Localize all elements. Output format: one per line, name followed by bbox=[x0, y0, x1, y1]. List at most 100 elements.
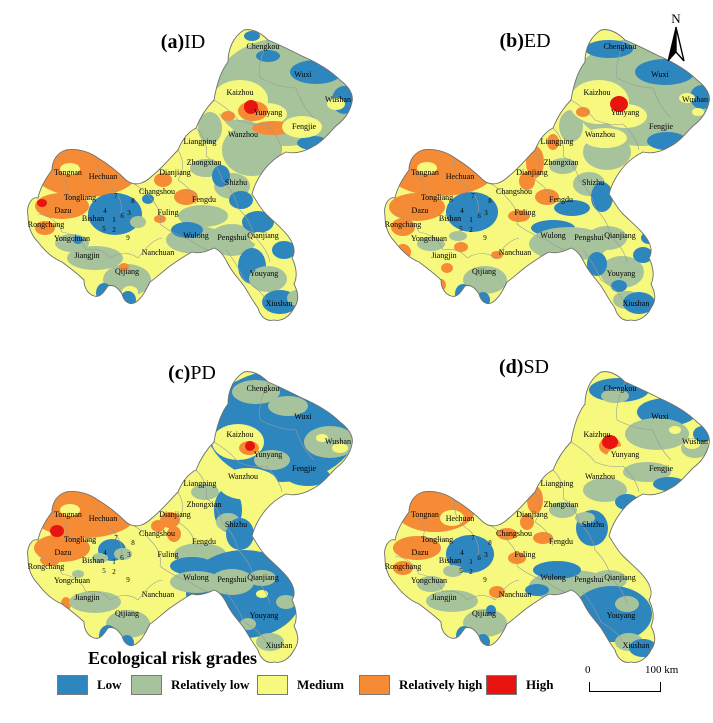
district-label-shizhu: Shizhu bbox=[582, 520, 604, 529]
panel-title-b: (b)ED bbox=[499, 30, 550, 52]
risk-patch bbox=[393, 561, 413, 575]
district-boundary bbox=[394, 555, 420, 575]
district-label-dazu: Dazu bbox=[55, 548, 72, 557]
district-boundary bbox=[408, 511, 425, 539]
district-number-label: 8 bbox=[131, 197, 135, 205]
district-label-zhongxian: Zhongxian bbox=[544, 158, 579, 167]
district-boundary bbox=[259, 77, 297, 89]
district-label-chengkou: Chengkou bbox=[604, 42, 637, 51]
district-label-xiushan: Xiushan bbox=[623, 641, 650, 650]
district-label-fuling: Fuling bbox=[515, 208, 536, 217]
district-label-hechuan: Hechuan bbox=[89, 514, 117, 523]
scale-bar-line bbox=[589, 682, 661, 692]
district-label-zhongxian: Zhongxian bbox=[187, 500, 222, 509]
risk-patch bbox=[210, 569, 254, 595]
district-number-label: 5 bbox=[459, 225, 463, 233]
risk-patch bbox=[489, 586, 505, 598]
district-boundary bbox=[600, 279, 624, 301]
district-label-dazu: Dazu bbox=[55, 206, 72, 215]
district-label-tongnan: Tongnan bbox=[411, 168, 439, 177]
district-boundary bbox=[243, 279, 267, 301]
risk-patch bbox=[69, 591, 121, 613]
district-label-yunyang: Yunyang bbox=[611, 108, 639, 117]
risk-patch bbox=[395, 244, 411, 260]
district-boundary bbox=[506, 197, 518, 225]
risk-patch bbox=[50, 525, 64, 537]
district-label-pengshui: Pengshui bbox=[574, 575, 604, 584]
district-boundary bbox=[652, 429, 672, 461]
risk-patch bbox=[249, 266, 287, 292]
district-number-label: 9 bbox=[483, 234, 487, 242]
district-boundary bbox=[506, 539, 518, 567]
legend-title: Ecological risk grades bbox=[88, 648, 257, 668]
district-boundary bbox=[422, 537, 454, 545]
risk-patch bbox=[449, 231, 467, 241]
district-boundary bbox=[418, 573, 444, 593]
risk-patch bbox=[547, 134, 559, 150]
district-label-shizhu: Shizhu bbox=[225, 520, 247, 529]
district-boundary bbox=[394, 213, 420, 233]
district-boundary bbox=[237, 119, 267, 126]
district-number-label: 3 bbox=[484, 209, 488, 217]
risk-patch bbox=[533, 532, 553, 544]
risk-patch bbox=[585, 40, 633, 58]
district-label-liangping: Liangping bbox=[184, 479, 217, 488]
district-label-nanchuan: Nanchuan bbox=[142, 590, 174, 599]
district-boundary bbox=[422, 195, 454, 203]
district-number-label: 1 bbox=[469, 216, 473, 224]
north-arrow-icon bbox=[667, 26, 685, 62]
risk-patch bbox=[520, 514, 534, 530]
risk-patch bbox=[244, 100, 258, 114]
district-boundary bbox=[61, 573, 87, 593]
district-label-wulong: Wulong bbox=[540, 573, 565, 582]
district-label-dazu: Dazu bbox=[412, 206, 429, 215]
district-boundary bbox=[85, 590, 111, 601]
district-label-qijiang: Qijiang bbox=[115, 609, 139, 618]
district-boundary bbox=[205, 155, 223, 181]
district-label-wulong: Wulong bbox=[540, 231, 565, 240]
district-label-yongchuan: Yongchuan bbox=[54, 576, 90, 585]
district-label-rongchang: Rongchang bbox=[385, 562, 421, 571]
risk-patch bbox=[30, 486, 138, 538]
risk-patch bbox=[463, 266, 507, 294]
legend-label: Low bbox=[97, 677, 122, 692]
risk-patch bbox=[610, 96, 628, 112]
district-label-kaizhou: Kaizhou bbox=[226, 88, 253, 97]
district-label-qianjiang: Qianjiang bbox=[247, 231, 279, 240]
risk-patch bbox=[417, 162, 437, 174]
district-number-label: 1 bbox=[112, 216, 116, 224]
risk-patch bbox=[615, 494, 639, 510]
risk-patch bbox=[73, 236, 83, 244]
risk-patch bbox=[316, 434, 328, 442]
district-number-label: 5 bbox=[102, 225, 106, 233]
region-outline-stroke bbox=[384, 371, 710, 663]
district-label-liangping: Liangping bbox=[541, 137, 574, 146]
risk-patch bbox=[607, 446, 643, 466]
district-number-label: 4 bbox=[103, 207, 107, 215]
district-boundary bbox=[51, 169, 68, 197]
risk-patch bbox=[497, 528, 517, 540]
risk-patch bbox=[455, 284, 471, 304]
district-label-tongliang: Tongliang bbox=[64, 193, 96, 202]
district-label-youyang: Youyang bbox=[250, 269, 279, 278]
district-boundary bbox=[442, 248, 468, 259]
district-boundary bbox=[570, 99, 596, 121]
district-label-bishan: Bishan bbox=[82, 214, 104, 223]
district-boundary bbox=[494, 579, 520, 601]
map-panel-b: Chengkou Wuxi Wushan Kaizhou Yunyang Fengjie W… bbox=[384, 29, 710, 321]
district-label-liangping: Liangping bbox=[184, 137, 217, 146]
district-boundary bbox=[221, 179, 239, 209]
risk-patch bbox=[282, 116, 322, 138]
district-label-dianjiang: Dianjiang bbox=[159, 168, 191, 177]
district-label-tongnan: Tongnan bbox=[54, 510, 82, 519]
legend-swatch bbox=[57, 675, 88, 695]
district-label-hechuan: Hechuan bbox=[446, 514, 474, 523]
district-number-label: 1 bbox=[112, 558, 116, 566]
risk-patch bbox=[268, 396, 308, 416]
district-label-wanzhou: Wanzhou bbox=[228, 472, 258, 481]
panel-title-c: (c)PD bbox=[168, 362, 216, 384]
district-boundary bbox=[468, 529, 479, 559]
district-label-yunyang: Yunyang bbox=[254, 108, 282, 117]
district-label-wushan: Wushan bbox=[682, 437, 708, 446]
district-boundary bbox=[408, 169, 425, 197]
